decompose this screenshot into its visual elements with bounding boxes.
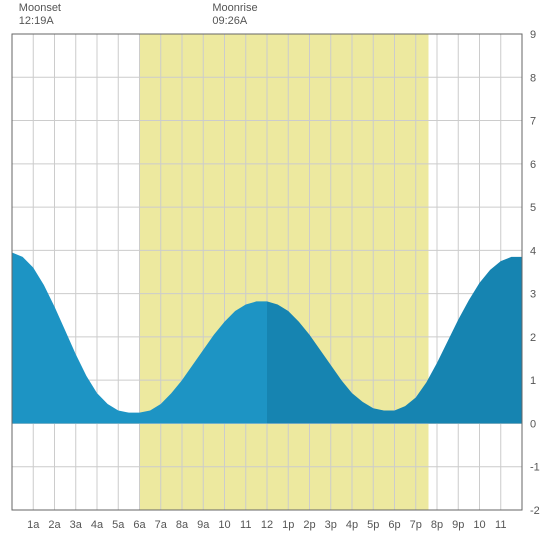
svg-text:8p: 8p	[431, 519, 443, 531]
svg-text:5p: 5p	[367, 519, 379, 531]
daylight-band	[140, 34, 429, 510]
svg-text:0: 0	[530, 418, 536, 430]
svg-text:4: 4	[530, 245, 536, 257]
svg-text:7p: 7p	[410, 519, 422, 531]
x-axis-labels: 1a 2a 3a 4a 5a 6a 7a 8a 9a 10 11 12 1p 2p 3p 4p 5p 6p 7p 8p…	[27, 519, 506, 531]
moonrise-time: 09:26A	[212, 15, 257, 28]
svg-text:3a: 3a	[70, 519, 83, 531]
svg-text:7: 7	[530, 116, 536, 128]
tide-chart: 1a2a3a4a5a6a7a8a9a1011121p2p3p4p5p6p7p8p…	[0, 0, 550, 550]
tide-chart-container: Moonset 12:19A Moonrise 09:26A 1a 2a 3a 4a 5…	[0, 0, 550, 550]
svg-text:10: 10	[473, 519, 485, 531]
svg-text:4a: 4a	[91, 519, 104, 531]
svg-text:1p: 1p	[282, 519, 294, 531]
svg-text:3p: 3p	[325, 519, 337, 531]
svg-text:2p: 2p	[303, 519, 315, 531]
svg-text:10: 10	[218, 519, 230, 531]
svg-text:8a: 8a	[176, 519, 189, 531]
svg-text:1: 1	[530, 375, 536, 387]
svg-text:6p: 6p	[388, 519, 400, 531]
svg-text:-1: -1	[530, 462, 540, 474]
svg-text:6a: 6a	[133, 519, 146, 531]
moonset-time: 12:19A	[19, 15, 61, 28]
moonrise-annotation: Moonrise 09:26A	[212, 2, 257, 28]
svg-text:9a: 9a	[197, 519, 210, 531]
svg-text:11: 11	[240, 519, 251, 531]
svg-text:12: 12	[261, 519, 273, 531]
svg-text:1a: 1a	[27, 519, 40, 531]
y-axis-labels: 9 8 7 6 5 4 3 2 1 0 -1 -2	[530, 29, 540, 517]
svg-text:8: 8	[530, 72, 536, 84]
svg-text:9: 9	[530, 29, 536, 41]
svg-text:7a: 7a	[155, 519, 168, 531]
svg-text:-2: -2	[530, 505, 540, 517]
svg-text:3: 3	[530, 289, 536, 301]
moonrise-label: Moonrise	[212, 2, 257, 15]
svg-text:2a: 2a	[48, 519, 61, 531]
svg-text:6: 6	[530, 159, 536, 171]
svg-text:11: 11	[495, 519, 506, 531]
svg-text:5: 5	[530, 202, 536, 214]
moonset-label: Moonset	[19, 2, 61, 15]
svg-text:9p: 9p	[452, 519, 464, 531]
moonset-annotation: Moonset 12:19A	[19, 2, 61, 28]
svg-text:2: 2	[530, 332, 536, 344]
svg-text:5a: 5a	[112, 519, 125, 531]
svg-text:4p: 4p	[346, 519, 358, 531]
